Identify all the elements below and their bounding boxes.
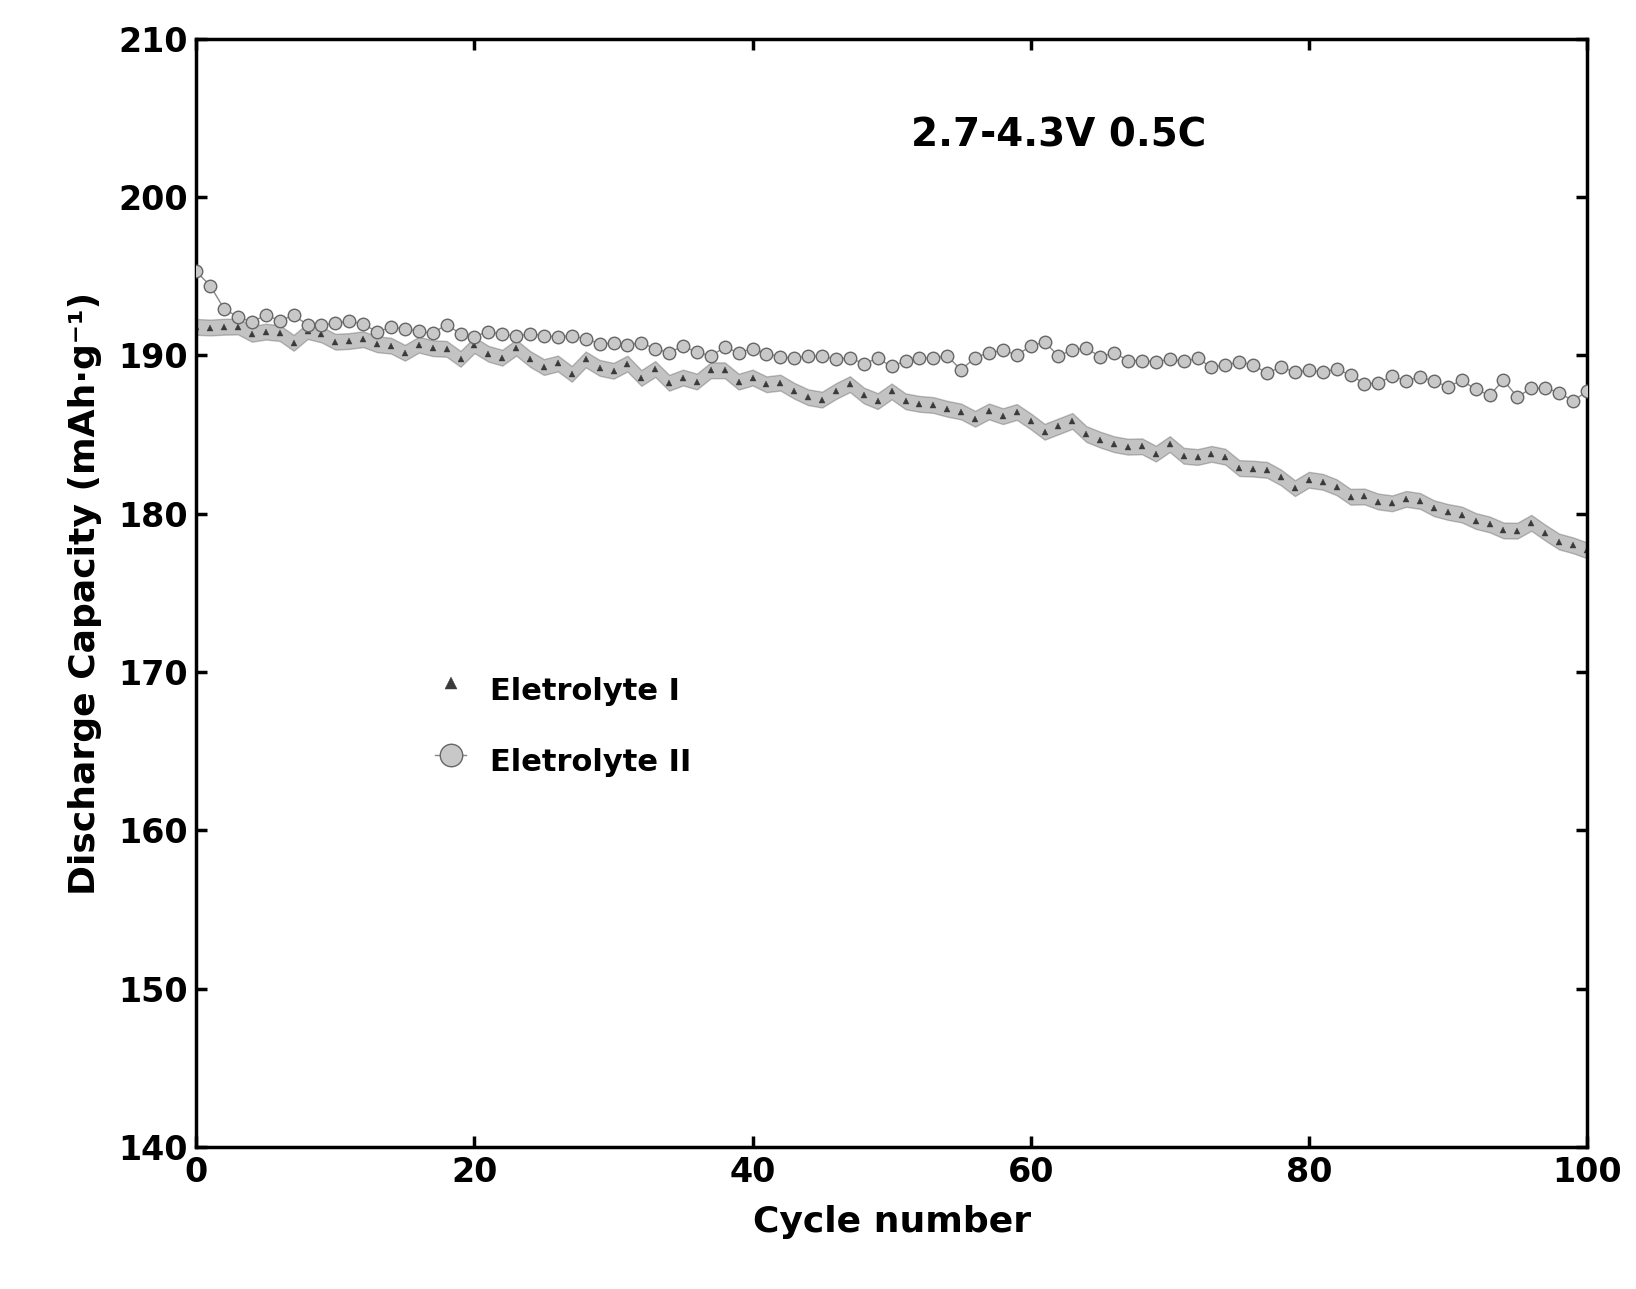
Eletrolyte II (826, 352, 846, 367)
Eletrolyte II (1577, 384, 1597, 400)
Legend: Eletrolyte I, Eletrolyte II: Eletrolyte I, Eletrolyte II (420, 651, 707, 800)
Eletrolyte I (298, 324, 317, 339)
Eletrolyte I (1173, 449, 1193, 464)
Eletrolyte I (187, 320, 206, 335)
Line: Eletrolyte II: Eletrolyte II (190, 266, 1593, 407)
Line: Eletrolyte I: Eletrolyte I (193, 324, 1590, 553)
Eletrolyte II (1021, 339, 1040, 354)
Eletrolyte I (548, 356, 568, 371)
Eletrolyte I (1243, 461, 1263, 477)
Eletrolyte II (187, 264, 206, 280)
X-axis label: Cycle number: Cycle number (753, 1205, 1031, 1239)
Eletrolyte I (841, 376, 861, 392)
Eletrolyte I (227, 318, 249, 334)
Eletrolyte I (1577, 543, 1597, 558)
Eletrolyte II (1229, 354, 1248, 370)
Text: 2.7-4.3V 0.5C: 2.7-4.3V 0.5C (911, 116, 1206, 155)
Y-axis label: Discharge Capacity (mAh·g⁻¹): Discharge Capacity (mAh·g⁻¹) (67, 291, 101, 895)
Eletrolyte II (285, 308, 304, 324)
Eletrolyte II (1160, 352, 1180, 367)
Eletrolyte I (1034, 424, 1054, 440)
Eletrolyte II (533, 327, 553, 343)
Eletrolyte II (1562, 393, 1582, 409)
